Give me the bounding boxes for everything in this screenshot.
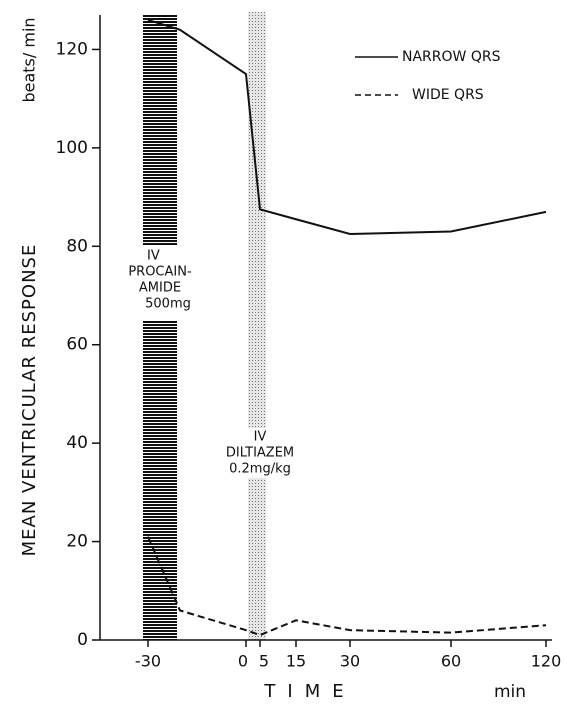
y-tick-label: 40 [66, 433, 88, 453]
y-unit: beats/ min [20, 17, 39, 102]
y-tick-label: 100 [56, 138, 88, 158]
annotation: IV [254, 430, 267, 445]
y-tick-label: 20 [66, 532, 88, 552]
diltiazem-band [248, 12, 266, 640]
procainamide-band [143, 15, 177, 246]
series-line [147, 18, 547, 235]
series-line [147, 536, 547, 637]
y-tick-label: 80 [66, 236, 88, 256]
annotation: 0.2mg/kg [229, 462, 291, 477]
procainamide-band [143, 320, 177, 640]
y-tick-label: 120 [56, 39, 88, 59]
x-unit: min [494, 682, 526, 702]
x-tick-label: 60 [441, 652, 461, 671]
x-tick-label: 0 [238, 652, 248, 671]
legend-label: WIDE QRS [412, 87, 484, 103]
y-tick-label: 60 [66, 335, 88, 355]
annotation: PROCAIN- [128, 265, 192, 280]
y-axis-title: MEAN VENTRICULAR RESPONSE [19, 244, 40, 557]
x-axis-title: TIME [263, 681, 355, 702]
x-tick-label: 15 [286, 652, 306, 671]
x-tick-label: 120 [531, 652, 562, 671]
annotation: DILTIAZEM [226, 446, 294, 461]
annotation: 500mg [145, 297, 191, 312]
legend-label: NARROW QRS [402, 49, 501, 65]
x-tick-label: 5 [259, 652, 269, 671]
x-tick-label: -30 [135, 652, 161, 671]
annotation: IV [147, 249, 160, 264]
annotation-bg [212, 428, 286, 478]
annotation: AMIDE [139, 281, 181, 296]
y-tick-label: 0 [77, 630, 88, 650]
x-tick-label: 30 [340, 652, 360, 671]
